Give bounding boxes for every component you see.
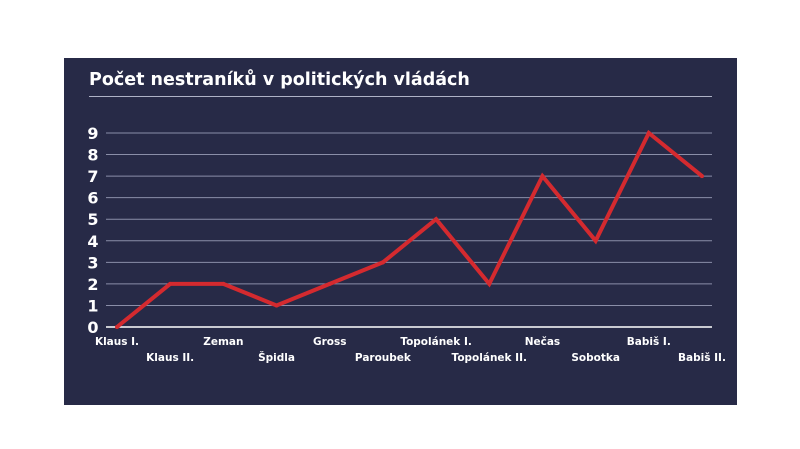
y-tick-label: 6 (87, 189, 98, 208)
x-tick-label: Nečas (525, 336, 560, 348)
y-tick-label: 9 (87, 124, 98, 143)
x-tick-label: Zeman (203, 336, 243, 348)
y-tick-label: 7 (87, 167, 98, 186)
chart-card: Počet nestraníků v politických vládách 0… (64, 58, 737, 405)
y-tick-label: 1 (87, 296, 98, 315)
data-point (168, 281, 173, 286)
title-divider (89, 96, 712, 97)
line-chart: 0 1 2 3 4 5 6 7 8 9 Klaus I. Klaus II. Zeman Špidla Gr… (87, 124, 726, 364)
y-tick-label: 5 (87, 210, 98, 229)
x-tick-label: Sobotka (571, 352, 620, 364)
data-point (274, 303, 279, 308)
x-tick-label: Klaus I. (95, 336, 139, 348)
y-tick-label: 4 (87, 232, 98, 251)
data-point (487, 281, 492, 286)
x-tick-label: Babiš II. (678, 352, 726, 364)
data-point (327, 281, 332, 286)
chart-title: Počet nestraníků v politických vládách (89, 70, 470, 90)
series-line (115, 129, 704, 329)
data-point (380, 260, 385, 265)
data-point (540, 174, 545, 179)
x-tick-label: Špidla (258, 351, 295, 364)
x-tick-label: Babiš I. (627, 336, 671, 348)
x-tick-label: Klaus II. (146, 352, 194, 364)
data-point (115, 325, 119, 329)
data-point (646, 131, 651, 135)
x-tick-label: Paroubek (355, 352, 412, 364)
y-tick-label: 3 (87, 253, 98, 272)
data-point (593, 238, 598, 243)
y-tick-label: 0 (87, 318, 98, 337)
x-tick-label: Gross (313, 336, 347, 348)
data-point (434, 217, 439, 222)
y-tick-label: 8 (87, 146, 98, 165)
y-tick-label: 2 (87, 275, 98, 294)
x-tick-label: Topolánek II. (452, 352, 527, 364)
x-tick-label: Topolánek I. (400, 336, 472, 348)
data-point (700, 174, 704, 179)
data-point (221, 281, 226, 286)
